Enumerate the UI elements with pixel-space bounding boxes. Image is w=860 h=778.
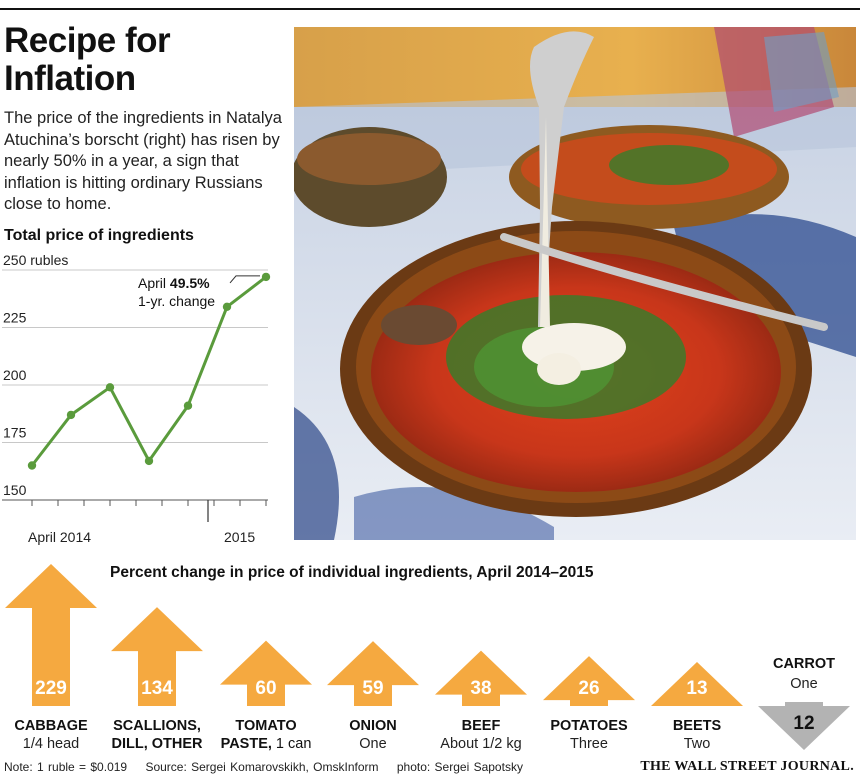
borscht-photo [294,27,856,540]
annotation-leader [229,275,260,284]
up-arrow [543,656,635,706]
y-tick-label: 150 [3,482,27,498]
dek-text: The price of the ingredients in Natalya … [4,109,282,213]
ingredient-name: BEETS [673,718,722,734]
up-arrow [327,641,419,706]
ingredient-name: CARROT [773,656,835,672]
y-tick-label: 200 [3,367,27,383]
arrow-value-label: 134 [141,678,173,699]
up-arrow [651,662,743,706]
headline: Recipe for Inflation [4,22,284,98]
x-tick-label: April 2014 [28,529,91,545]
wsj-logo: THE WALL STREET JOURNAL. [640,759,854,774]
y-tick-label: 250 rubles [3,252,68,268]
ingredient-quantity: 1/4 head [23,736,79,752]
ingredient-quantity: One [790,676,817,692]
x-tick-label: 2015 [224,529,255,545]
ingredient-name-line2: DILL, OTHER [111,736,203,752]
data-point [261,272,271,282]
annotation-sublabel: 1-yr. change [138,293,215,309]
ingredients-chart-title: Percent change in price of individual in… [110,564,594,581]
footer-notes: Note: 1 ruble = $0.019 Source: Sergei Ko… [4,760,537,774]
data-point [105,383,115,392]
footer-source: Source: Sergei Komarovskikh, OmskInform [145,760,379,774]
up-arrow [435,650,527,706]
ingredient-name: POTATOES [550,718,628,734]
arrow-value-label: 13 [686,678,707,699]
arrow-value-label: 59 [362,678,383,699]
ingredient-name: CABBAGE [14,718,88,734]
ingredient-name: ONION [349,718,397,734]
y-tick-label: 225 [3,310,27,326]
total-price-line-chart: 150 175 200 225 250 rubles April 2014 2015 Apri… [2,252,271,545]
y-tick-label: 175 [3,425,27,441]
data-point [183,401,193,410]
down-arrow [758,702,850,750]
headline-line-1: Recipe for [4,21,171,60]
ingredient-name: BEEF [462,718,501,734]
line-chart-title: Total price of ingredients [4,227,194,244]
footer-note: Note: 1 ruble = $0.019 [4,760,128,774]
up-arrow [5,564,97,706]
up-arrow [220,640,312,706]
ingredient-name: TOMATO [235,718,296,734]
headline-line-2: Inflation [4,59,136,98]
ingredient-quantity: One [359,736,386,752]
up-arrow [111,607,203,706]
annotation-label: April 49.5% [138,275,210,291]
ingredient-quantity: Three [570,736,608,752]
data-point [66,410,76,420]
data-point [222,302,232,311]
ingredient-quantity: About 1/2 kg [440,736,521,752]
arrow-value-label: 60 [255,678,276,699]
data-point [27,461,37,470]
footer-photo-credit: photo: Sergei Sapotsky [396,760,523,774]
ingredient-name-line2: PASTE, 1 can [221,736,312,752]
top-rule [0,8,860,10]
ingredient-name: SCALLIONS, [113,718,201,734]
arrow-value-label: 12 [793,713,814,734]
arrow-value-label: 26 [578,678,599,699]
data-point [144,456,154,466]
ingredient-arrows-chart: 229 CABBAGE 1/4 head 134 SCALLIONS, DILL, OTH… [5,564,850,752]
arrow-value-label: 229 [35,678,67,699]
arrow-value-label: 38 [470,678,491,699]
ingredient-quantity: Two [684,736,711,752]
